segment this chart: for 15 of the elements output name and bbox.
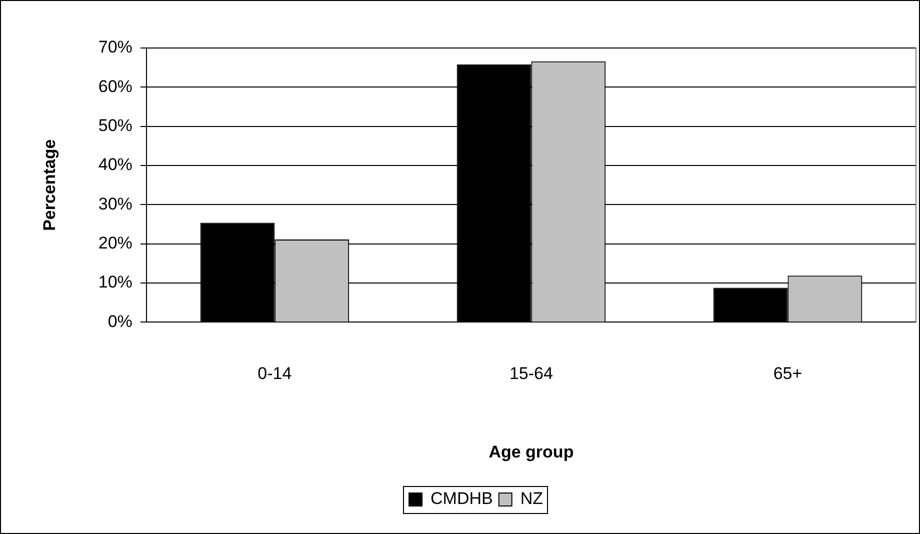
legend-label: CMDHB: [430, 489, 493, 508]
y-tick-label: 0%: [108, 312, 132, 331]
x-axis-title: Age group: [488, 442, 574, 462]
y-tick-label: 60%: [98, 76, 132, 96]
y-tick-label: 50%: [98, 116, 132, 136]
y-tick-label: 40%: [98, 155, 132, 174]
legend-label: NZ: [520, 489, 544, 508]
y-tick-label: 10%: [98, 272, 132, 292]
y-axis-title: Percentage: [40, 139, 59, 231]
y-tick-label: 20%: [98, 234, 132, 253]
x-tick-label: 15-64: [509, 364, 553, 384]
x-tick-label: 0-14: [258, 364, 292, 384]
x-tick-label: 65+: [773, 364, 802, 384]
y-tick-label: 30%: [98, 194, 132, 214]
y-tick-label: 70%: [98, 38, 132, 57]
